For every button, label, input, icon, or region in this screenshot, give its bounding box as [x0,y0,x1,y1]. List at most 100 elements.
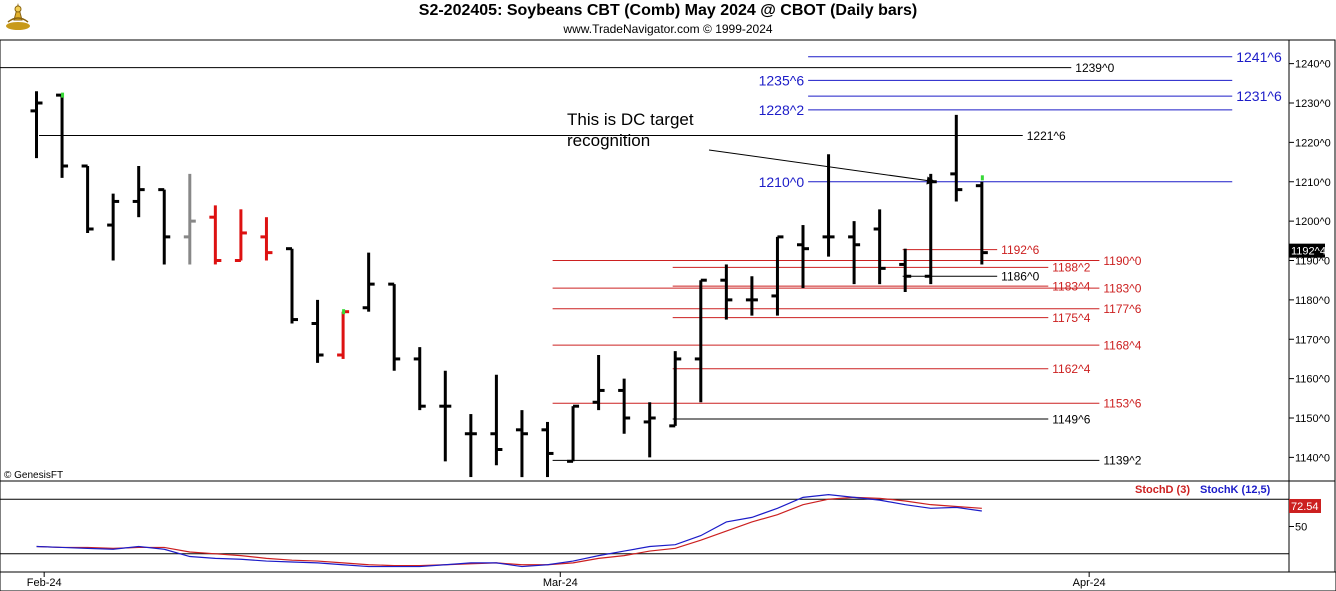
level-label: 1239^0 [1075,61,1114,75]
price-tick-label: 1170^0 [1295,334,1330,346]
price-bar [541,421,554,478]
level-label: 1153^6 [1103,397,1141,411]
price-bar [797,225,809,289]
price-bar [873,209,886,285]
price-bar [286,247,298,324]
price-bar [30,91,43,159]
chart-subtitle: www.TradeNavigator.com © 1999-2024 [563,22,773,36]
indicator-axis-frame [1288,480,1336,573]
level-label: 1221^6 [1027,129,1066,143]
level-label: 1192^6 [1001,243,1039,257]
stoch-k-line [36,494,982,568]
price-bar [669,351,682,428]
price-bars [30,91,988,478]
price-tick-label: 1200^0 [1295,216,1331,228]
level-label: 1186^0 [1001,270,1039,284]
price-bar [899,248,912,292]
price-tick-label: 1140^0 [1295,452,1330,464]
stoch-legend-d: StochD (3) [1135,484,1190,496]
annotation: This is DC target recognition [567,110,936,185]
trade-navigator-logo-icon [3,2,33,32]
price-bar [490,374,503,466]
price-bar [388,282,401,371]
x-tick-label: Feb-24 [27,577,62,589]
level-label: 1168^4 [1103,338,1141,352]
price-bar [592,355,605,411]
stoch-d-line [36,496,982,567]
price-bar [643,402,656,458]
signal-mark [980,175,984,181]
annotation-text: This is DC target [567,110,694,129]
level-lines: 1241^6 1239^0 1235^6 1231^6 1228^2 1221^6 1210… [0,49,1282,468]
price-tick-label: 1210^0 [1295,177,1331,189]
chart-title: S2-202405: Soybeans CBT (Comb) May 2024 … [418,2,918,19]
price-bar [209,205,222,265]
annotation-text: recognition [567,131,650,150]
price-bar [950,114,963,202]
level-label: 1228^2 [759,102,805,118]
stoch-tick-label: 50 [1295,522,1307,534]
last-price-label: 1192^4 [1291,246,1326,258]
price-bar [439,370,452,462]
x-tick-label: Apr-24 [1073,577,1106,589]
stoch-last-label: 72.54 [1291,501,1319,513]
price-bar [81,164,94,233]
stoch-legend-k: StochK (12,5) [1200,484,1271,496]
price-bar [720,264,733,320]
annotation-arrow [708,149,936,183]
price-tick-label: 1240^0 [1295,59,1331,71]
price-bar [260,217,273,261]
level-label: 1190^0 [1103,254,1141,268]
price-tick-label: 1190^0 [1295,256,1330,268]
price-bar [183,173,196,265]
level-label: 1139^2 [1103,454,1141,468]
level-label: 1183^4 [1052,279,1090,293]
level-label: 1210^0 [759,174,805,190]
signal-marks [61,92,984,315]
price-bar [618,378,631,434]
price-tick-label: 1160^0 [1295,374,1330,386]
price-bar [745,276,758,316]
level-label: 1241^6 [1236,49,1282,65]
level-label: 1175^4 [1052,311,1090,325]
price-bar [311,299,324,363]
price-bar [694,278,707,403]
x-axis-frame [0,571,1336,591]
signal-mark [342,309,346,315]
price-axis: 1240^0 1230^0 1220^0 1210^0 1200^0 1190^0 1180… [1289,59,1331,464]
annotation-arrow-head [926,176,936,185]
price-bar [822,154,835,257]
level-label: 1231^6 [1236,88,1282,104]
price-bar [975,181,988,265]
price-tick-label: 1150^0 [1295,413,1330,425]
level-label: 1235^6 [759,72,805,88]
price-tick-label: 1180^0 [1295,295,1330,307]
last-price-badge [1289,243,1325,258]
price-bar [107,193,120,261]
price-bar [515,410,528,478]
level-label: 1177^6 [1103,302,1141,316]
x-tick-label: Mar-24 [543,577,578,589]
price-bar [413,347,426,411]
price-bar [848,221,861,285]
price-bar [464,414,477,478]
price-bar [567,404,580,463]
stoch-last-badge [1289,498,1321,513]
level-label: 1188^2 [1052,261,1090,275]
copyright-label: © GenesisFT [4,470,63,481]
x-axis: Feb-24 Mar-24 Apr-24 [27,572,1106,589]
level-label: 1162^4 [1052,362,1090,376]
price-bar [771,235,784,316]
price-bar [132,166,145,218]
stochastic-panel: 50 72.54 StochD (3) StochK (12,5) [0,484,1321,568]
price-tick-label: 1220^0 [1295,137,1331,149]
signal-mark [61,92,65,98]
indicator-panel-frame [0,480,1290,573]
level-label: 1149^6 [1052,412,1090,426]
price-tick-label: 1230^0 [1295,98,1331,110]
level-label: 1183^0 [1103,281,1141,295]
price-bar [158,188,171,265]
price-bar [362,252,375,312]
